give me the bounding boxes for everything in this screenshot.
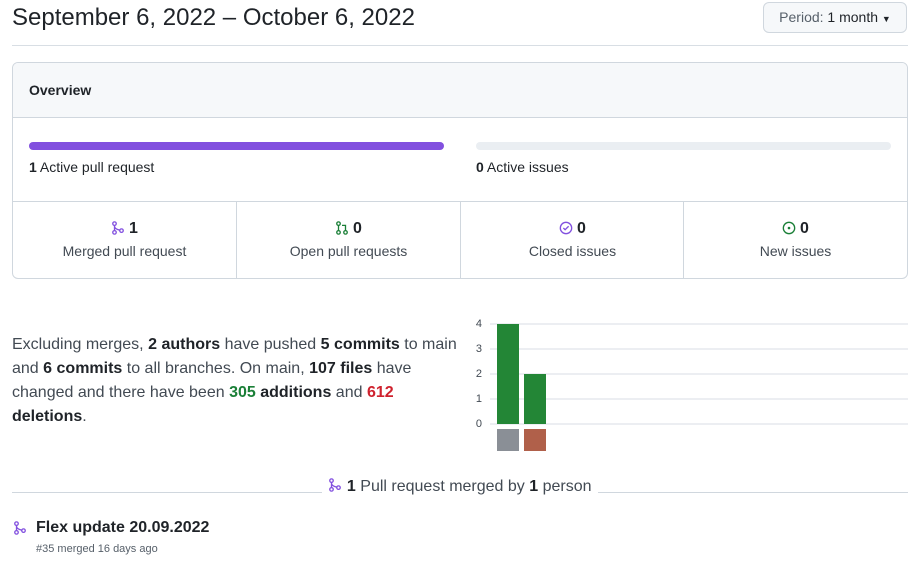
stat-label: Merged pull request	[62, 243, 187, 259]
pr-status: merged 16 days ago	[57, 543, 158, 555]
avatar[interactable]	[497, 429, 519, 451]
stat-label: Open pull requests	[289, 243, 408, 259]
stat-label: New issues	[759, 243, 832, 259]
stat-count: 0	[353, 220, 362, 237]
text: deletions	[12, 408, 83, 425]
commits-chart: 0 1 2 3 4	[476, 318, 908, 451]
overview-title: Overview	[29, 82, 92, 98]
count: 1	[529, 478, 539, 495]
stat-cell[interactable]: 0 Closed issues	[460, 202, 684, 278]
period-label: Period:	[779, 9, 824, 25]
bar	[524, 374, 546, 424]
stat-label: Closed issues	[528, 243, 617, 259]
period-button[interactable]: Period: 1 month ▼	[763, 2, 907, 33]
text: files	[340, 360, 373, 377]
date-range: September 6, 2022 – October 6, 2022	[12, 4, 415, 31]
text: Pull request merged by	[360, 478, 525, 495]
count: 2	[148, 336, 157, 353]
text: to main and	[12, 336, 457, 377]
count: 612	[366, 384, 394, 401]
pr-progress	[29, 142, 444, 150]
stat-cell[interactable]: 0 Open pull requests	[236, 202, 460, 278]
count: 1	[346, 478, 356, 495]
active-pr-count: 1	[29, 159, 37, 175]
text: and	[335, 384, 363, 401]
count: 5	[320, 336, 330, 353]
pr-number[interactable]: #35	[36, 543, 55, 555]
text: have pushed	[224, 336, 317, 353]
text: Excluding merges,	[12, 336, 144, 353]
stat-count: 0	[800, 220, 809, 237]
summary: Excluding merges, 2 authors have pushed …	[12, 333, 467, 429]
stat-cell[interactable]: 0 New issues	[683, 202, 907, 278]
text: commits	[56, 360, 123, 377]
pr-track	[29, 142, 444, 150]
count: 107	[309, 360, 336, 377]
y-tick-label: 4	[476, 318, 482, 330]
active-issues-count: 0	[476, 159, 484, 175]
stat-cell[interactable]: 1 Merged pull request	[13, 202, 236, 278]
count: 6	[43, 360, 53, 377]
y-tick-label: 2	[476, 368, 482, 380]
overview-box: Overview 1 Active pull request 0 Active …	[12, 62, 908, 279]
issue-track	[476, 142, 891, 150]
overview-header	[13, 63, 907, 118]
bar	[497, 324, 519, 424]
stat-count: 1	[129, 220, 138, 237]
stat-count: 0	[577, 220, 586, 237]
text: additions	[260, 384, 332, 401]
y-tick-label: 1	[476, 393, 482, 405]
period-value: 1 month	[827, 9, 879, 25]
text: to all branches. On main,	[126, 360, 305, 377]
pr-title[interactable]: Flex update 20.09.2022	[36, 519, 210, 536]
divider	[12, 45, 908, 46]
text: commits	[334, 336, 400, 353]
text: authors	[161, 336, 221, 353]
text: have changed and there have been	[12, 360, 412, 401]
avatar[interactable]	[524, 429, 546, 451]
text: .	[82, 408, 87, 425]
y-tick-label: 0	[476, 418, 482, 430]
active-pr-label: Active pull request	[39, 159, 155, 175]
y-tick-label: 3	[476, 343, 482, 355]
text: person	[542, 478, 592, 495]
count: 305	[229, 384, 256, 401]
merged-summary: 1 Pull request merged by 1 person	[322, 478, 598, 495]
active-issues-label: Active issues	[486, 159, 569, 175]
